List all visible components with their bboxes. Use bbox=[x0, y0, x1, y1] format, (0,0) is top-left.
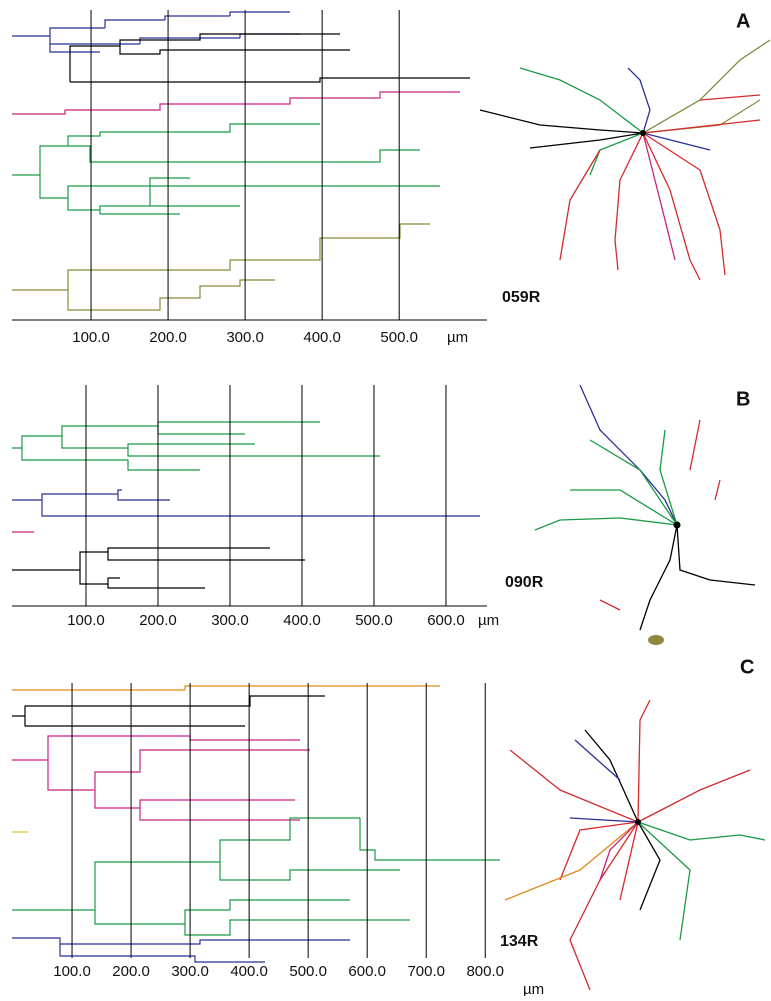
specimen-label: 090R bbox=[505, 574, 544, 591]
x-tick-label: 700.0 bbox=[407, 963, 445, 980]
x-tick-label: 200.0 bbox=[139, 612, 177, 629]
x-tick-label: 300.0 bbox=[171, 963, 209, 980]
specimen-label: 059R bbox=[502, 289, 541, 306]
x-tick-label: 100.0 bbox=[53, 963, 91, 980]
x-tick-label: 100.0 bbox=[72, 329, 110, 346]
x-tick-label: 500.0 bbox=[380, 329, 418, 346]
x-tick-label: 400.0 bbox=[283, 612, 321, 629]
x-tick-label: 500.0 bbox=[289, 963, 327, 980]
x-tick-label: 400.0 bbox=[230, 963, 268, 980]
x-axis-label: µm bbox=[447, 329, 468, 346]
dendrogram-branches bbox=[12, 11, 470, 311]
panel-label: B bbox=[736, 388, 750, 410]
x-tick-label: 800.0 bbox=[466, 963, 504, 980]
x-tick-label: 200.0 bbox=[112, 963, 150, 980]
dendrogram-branches bbox=[12, 685, 500, 963]
x-tick-label: 500.0 bbox=[355, 612, 393, 629]
x-tick-label: 400.0 bbox=[303, 329, 341, 346]
neuron-tracing bbox=[504, 699, 766, 991]
x-tick-label: 200.0 bbox=[149, 329, 187, 346]
panel-label: A bbox=[736, 10, 750, 32]
specimen-label: 134R bbox=[500, 933, 539, 950]
x-tick-label: 300.0 bbox=[211, 612, 249, 629]
x-axis-label: µm bbox=[478, 612, 499, 629]
x-tick-label: 100.0 bbox=[67, 612, 105, 629]
x-tick-label: 600.0 bbox=[427, 612, 465, 629]
x-tick-label: 300.0 bbox=[226, 329, 264, 346]
neuron-tracing bbox=[534, 384, 756, 645]
panel-label: C bbox=[740, 656, 754, 678]
x-tick-label: 600.0 bbox=[348, 963, 386, 980]
dendrogram-branches bbox=[12, 421, 480, 589]
x-axis-label: µm bbox=[523, 981, 544, 996]
neuron-tracing bbox=[479, 39, 771, 281]
